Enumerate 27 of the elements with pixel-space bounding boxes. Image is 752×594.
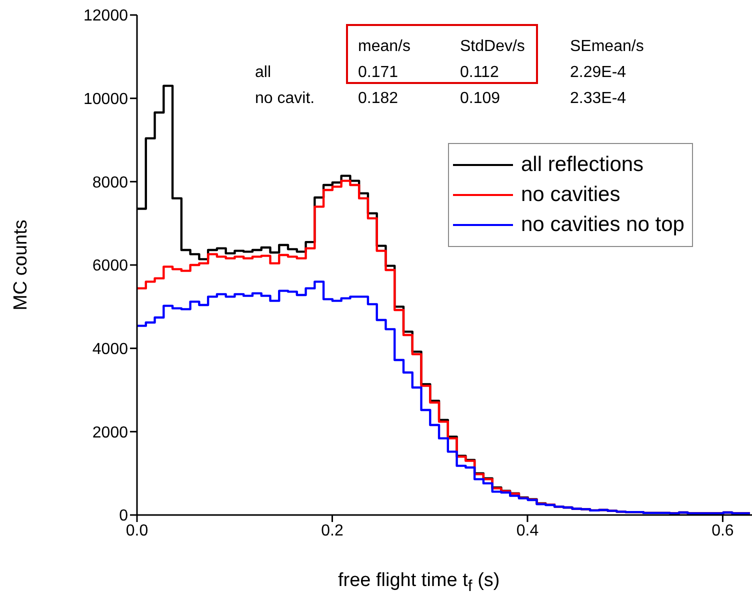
- y-tick-label: 6000: [92, 258, 128, 275]
- annotation: no cavit.: [255, 90, 315, 108]
- x-tick-label: 0.2: [321, 522, 344, 540]
- annotation: 0.171: [358, 64, 398, 82]
- legend-label: no cavities no top: [521, 213, 684, 237]
- legend-label: no cavities: [521, 183, 620, 207]
- annotation: all: [255, 64, 272, 82]
- annotation: 0.112: [460, 64, 499, 82]
- x-tick-label: 0.6: [712, 522, 734, 540]
- legend-label: all reflections: [521, 153, 644, 177]
- y-tick-label: 12000: [84, 8, 128, 25]
- x-tick-label: 0.4: [516, 522, 539, 540]
- annotation: SEmean/s: [570, 38, 644, 56]
- y-tick-label: 10000: [84, 91, 128, 108]
- annotation: 2.29E-4: [570, 64, 626, 82]
- annotation: 0.182: [358, 90, 398, 108]
- y-tick-label: 4000: [92, 341, 128, 358]
- y-tick-label: 8000: [92, 174, 128, 192]
- annotation: 2.33E-4: [570, 90, 626, 108]
- y-tick-label: 0: [119, 508, 128, 525]
- y-axis-title: MC counts: [10, 220, 32, 310]
- x-axis-title: free flight time t$_{f}$ (s): [338, 570, 500, 594]
- annotation: StdDev/s: [460, 38, 525, 56]
- annotation: mean/s: [358, 38, 410, 56]
- y-tick-label: 2000: [92, 424, 128, 442]
- x-tick-label: 0.0: [126, 522, 148, 540]
- annotation: 0.109: [460, 90, 500, 108]
